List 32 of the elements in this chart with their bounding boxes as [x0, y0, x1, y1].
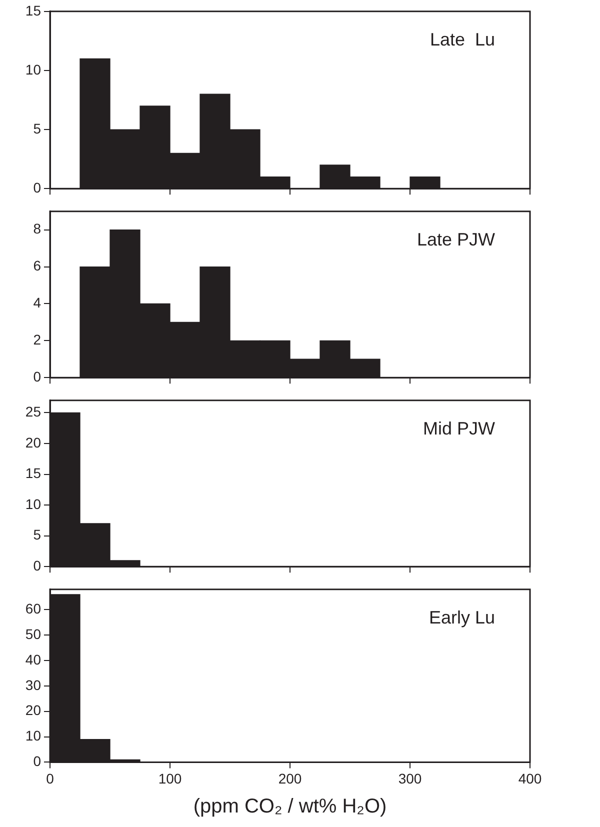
x-tick-label: 100	[158, 770, 182, 786]
x-tick-label: 400	[518, 770, 542, 786]
x-tick-label: 0	[46, 770, 54, 786]
y-tick-label: 15	[25, 465, 42, 482]
y-tick-label: 50	[25, 626, 42, 642]
y-tick-label: 10	[25, 61, 42, 78]
y-tick-label: 15	[25, 2, 42, 18]
x-tick-label: 300	[398, 770, 422, 786]
annotation: Mid PJW	[423, 418, 496, 438]
y-tick-label: 6	[33, 258, 42, 274]
y-tick-label: 0	[33, 368, 42, 384]
y-tick-label: 0	[33, 557, 42, 574]
y-tick-label: 10	[25, 496, 42, 512]
y-tick-label: 60	[25, 600, 42, 617]
y-tick-label: 25	[25, 404, 42, 420]
y-tick-label: 5	[33, 526, 42, 543]
x-tick-label: 200	[278, 770, 302, 786]
y-tick-label: 0	[33, 753, 42, 770]
y-tick-label: 30	[25, 676, 42, 693]
y-tick-label: 0	[33, 179, 42, 196]
y-tick-label: 4	[33, 294, 42, 311]
y-tick-label: 10	[25, 728, 42, 744]
x-axis-title: (ppm CO₂ / wt% H₂O)	[193, 796, 387, 818]
y-tick-label: 40	[25, 651, 42, 668]
y-tick-label: 20	[25, 434, 42, 450]
y-tick-label: 5	[33, 120, 42, 136]
y-tick-label: 8	[33, 220, 42, 237]
annotation: Early Lu	[428, 607, 495, 628]
y-tick-label: 2	[33, 332, 42, 348]
annotation: Late Lu	[430, 29, 495, 50]
y-tick-label: 20	[25, 702, 42, 718]
annotation: Late PJW	[416, 229, 496, 250]
